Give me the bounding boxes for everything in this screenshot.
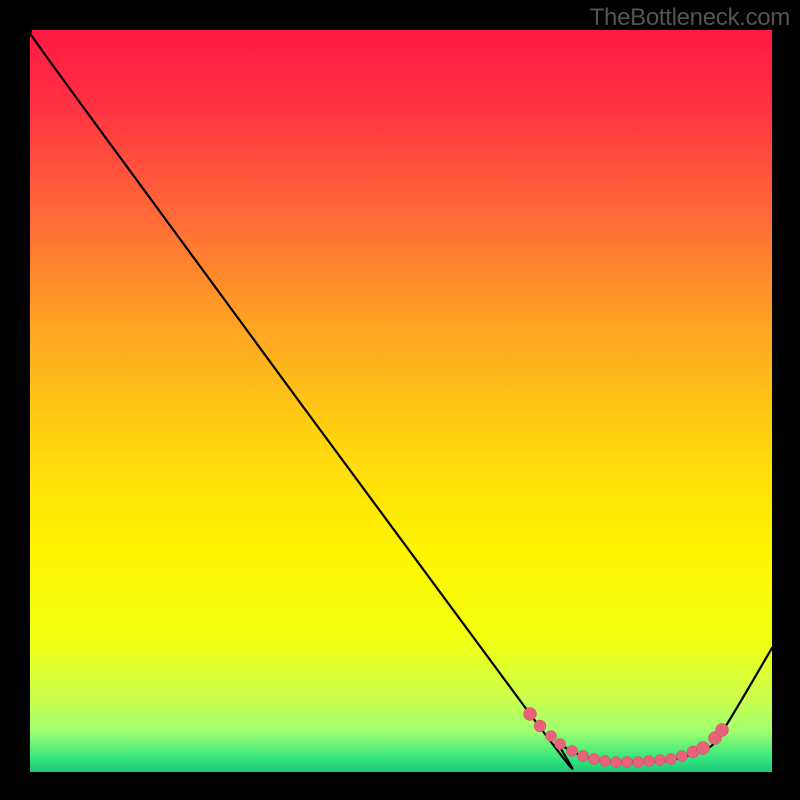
- plot-background-gradient: [30, 30, 772, 772]
- marker-point: [677, 751, 688, 762]
- marker-point: [567, 746, 578, 757]
- marker-point: [716, 724, 729, 737]
- marker-point: [655, 755, 666, 766]
- marker-point: [524, 708, 537, 721]
- bottleneck-chart: [0, 0, 800, 800]
- marker-point: [622, 757, 633, 768]
- marker-point: [633, 757, 644, 768]
- marker-point: [534, 720, 546, 732]
- marker-point: [697, 742, 710, 755]
- marker-point: [611, 757, 622, 768]
- marker-point: [589, 754, 600, 765]
- marker-point: [546, 731, 557, 742]
- chart-container: TheBottleneck.com: [0, 0, 800, 800]
- marker-point: [578, 751, 589, 762]
- marker-point: [555, 739, 566, 750]
- marker-point: [666, 754, 677, 765]
- watermark-label: TheBottleneck.com: [590, 4, 790, 32]
- marker-point: [644, 756, 655, 767]
- marker-point: [600, 756, 611, 767]
